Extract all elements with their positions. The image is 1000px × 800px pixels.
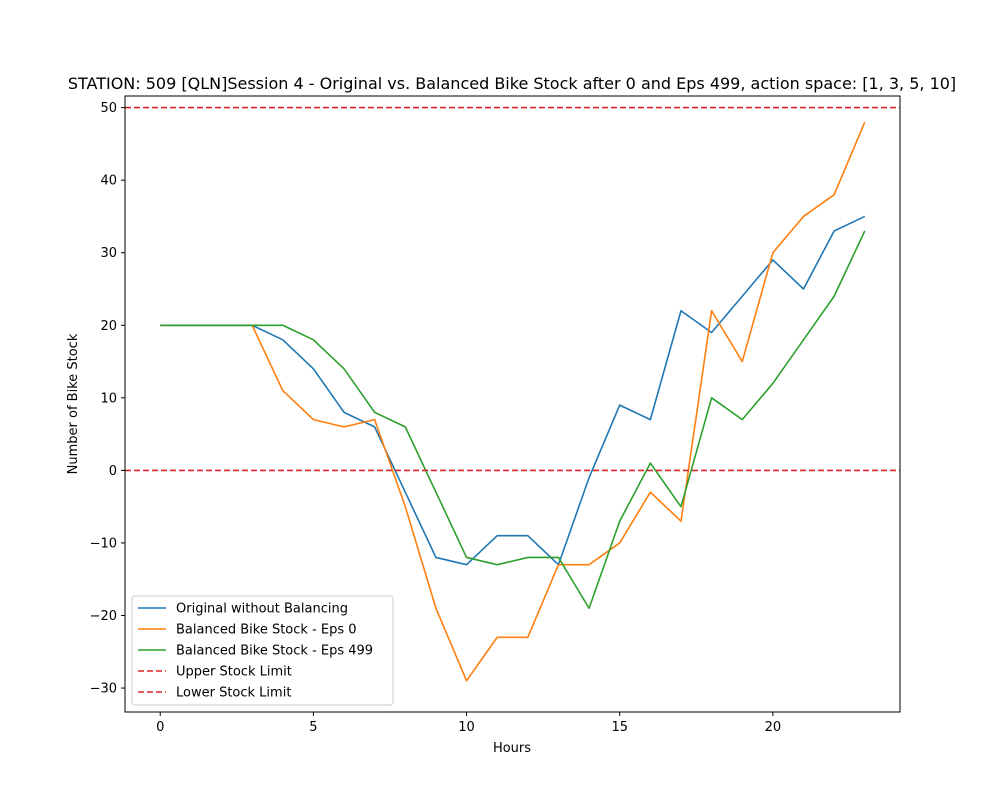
series-line-1 — [160, 215, 866, 566]
x-axis: 0 5 10 15 20 — [156, 712, 781, 735]
x-tick-label: 20 — [765, 720, 782, 735]
y-tick-label: 10 — [100, 391, 117, 406]
legend-box — [131, 595, 394, 706]
y-axis: −30 −20 −10 0 10 20 30 40 50 — [90, 101, 125, 697]
y-tick-label: 20 — [100, 319, 117, 334]
y-tick-label: 50 — [100, 101, 117, 116]
x-tick-label: 10 — [458, 720, 475, 735]
plot-lines — [125, 106, 900, 682]
legend-label: Lower Stock Limit — [176, 686, 291, 701]
x-axis-label: Hours — [493, 741, 531, 756]
y-tick-label: −10 — [90, 536, 117, 551]
legend-label: Balanced Bike Stock - Eps 0 — [176, 623, 357, 638]
y-tick-label: 0 — [109, 464, 117, 479]
legend-label: Balanced Bike Stock - Eps 499 — [176, 644, 373, 659]
legend-label: Original without Balancing — [176, 602, 348, 617]
y-tick-label: −20 — [90, 609, 117, 624]
y-tick-label: 40 — [100, 174, 117, 189]
x-tick-label: 15 — [611, 720, 628, 735]
y-tick-label: 30 — [100, 246, 117, 261]
series-line-3 — [160, 230, 866, 610]
legend: Original without Balancing Balanced Bike … — [131, 595, 394, 706]
y-axis-label: Number of Bike Stock — [66, 333, 81, 474]
legend-label: Upper Stock Limit — [176, 665, 292, 680]
plot-frame — [124, 95, 901, 713]
x-tick-label: 0 — [156, 720, 164, 735]
x-tick-label: 5 — [309, 720, 317, 735]
y-tick-label: −30 — [90, 682, 117, 697]
chart-title: STATION: 509 [QLN]Session 4 - Original v… — [68, 74, 956, 93]
series-line-2 — [160, 121, 866, 682]
